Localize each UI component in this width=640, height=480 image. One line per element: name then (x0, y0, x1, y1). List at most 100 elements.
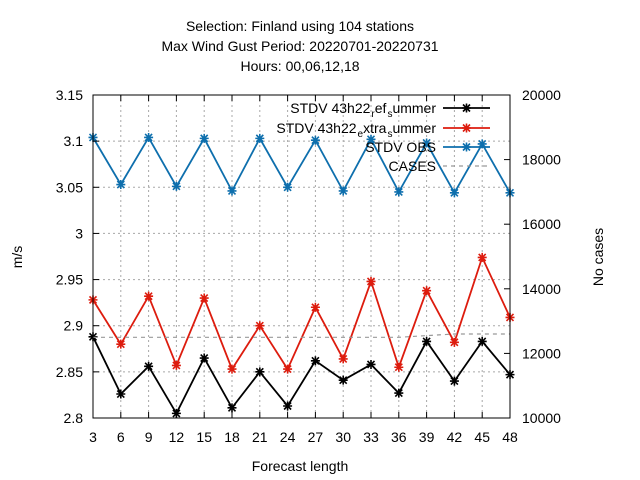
series-layer (88, 132, 515, 418)
x-tick-label: 45 (474, 429, 490, 445)
y-tick-label: 2.95 (56, 272, 83, 288)
data-point (422, 336, 432, 346)
series-3 (93, 333, 510, 338)
data-point (422, 286, 432, 296)
data-point (283, 401, 293, 411)
x-tick-label: 27 (308, 429, 324, 445)
data-point (283, 364, 293, 374)
data-point (366, 276, 376, 286)
x-axis-label: Forecast length (252, 458, 349, 474)
data-point (449, 188, 459, 198)
x-tick-label: 15 (196, 429, 212, 445)
data-point (255, 133, 265, 143)
title-line-1: Selection: Finland using 104 stations (186, 18, 414, 34)
x-tick-label: 9 (145, 429, 153, 445)
x-tick-label: 30 (335, 429, 351, 445)
y-axis-ticks: 2.8 2.85 2.9 2.95 3 3.05 3.1 3.15 (56, 87, 99, 426)
data-point (199, 133, 209, 143)
series-line (92, 336, 511, 416)
data-point (227, 364, 237, 374)
data-point (310, 356, 320, 366)
data-point (462, 142, 471, 152)
data-point (310, 302, 320, 312)
y2-tick-label: 10000 (522, 410, 561, 426)
y2-tick-label: 12000 (522, 345, 561, 361)
x-tick-label: 39 (419, 429, 435, 445)
data-point (477, 336, 487, 346)
y2-tick-label: 14000 (522, 281, 561, 297)
data-point (144, 361, 154, 371)
data-point (338, 186, 348, 196)
legend-label: STDV 43h22extrasummer (276, 120, 436, 140)
y-tick-label: 2.9 (64, 318, 84, 334)
x-tick-label: 33 (363, 429, 379, 445)
data-point (394, 388, 404, 398)
y2-tick-label: 16000 (522, 216, 561, 232)
title-line-2: Max Wind Gust Period: 20220701-20220731 (161, 38, 438, 54)
data-point (366, 359, 376, 369)
x-tick-label: 21 (252, 429, 268, 445)
x-tick-label: 3 (89, 429, 97, 445)
x-tick-label: 24 (280, 429, 296, 445)
data-point (394, 187, 404, 197)
y2-tick-label: 20000 (522, 87, 561, 103)
series-2 (88, 132, 515, 198)
data-point (338, 354, 348, 364)
chart-title: Selection: Finland using 104 stations Ma… (161, 18, 438, 74)
grid (93, 95, 510, 418)
plot-frame (92, 94, 511, 419)
y-tick-label: 3.1 (64, 133, 84, 149)
data-point (116, 180, 126, 190)
data-point (283, 182, 293, 192)
data-point (462, 103, 471, 113)
data-point (116, 339, 126, 349)
title-line-3: Hours: 00,06,12,18 (240, 58, 359, 74)
x-tick-label: 36 (391, 429, 407, 445)
x-axis-ticks: 3 6 9 12 15 18 21 24 27 30 33 36 39 42 45 48 (89, 95, 518, 445)
data-point (422, 138, 432, 148)
legend-label: STDV OBS (365, 139, 436, 155)
data-point (338, 375, 348, 385)
y-tick-label: 2.8 (64, 410, 84, 426)
data-point (449, 337, 459, 347)
data-point (394, 362, 404, 372)
data-point (477, 252, 487, 262)
data-point (255, 367, 265, 377)
x-tick-label: 18 (224, 429, 240, 445)
y2-tick-label: 18000 (522, 152, 561, 168)
x-tick-label: 48 (502, 429, 518, 445)
y-tick-label: 3.15 (56, 87, 83, 103)
series-1 (88, 252, 515, 374)
data-point (462, 123, 471, 133)
y-tick-label: 3 (75, 225, 83, 241)
x-tick-label: 6 (117, 429, 125, 445)
series-line (92, 135, 511, 195)
data-point (366, 134, 376, 144)
data-point (171, 360, 181, 370)
data-point (116, 389, 126, 399)
data-point (144, 291, 154, 301)
data-point (199, 293, 209, 303)
series-line (92, 254, 511, 372)
x-tick-label: 12 (169, 429, 185, 445)
data-point (449, 376, 459, 386)
y2-axis-label: No cases (590, 228, 606, 286)
legend-label: STDV 43h22refsummer (290, 100, 436, 120)
y2-axis-ticks: 10000 12000 14000 16000 18000 20000 (504, 87, 561, 426)
x-tick-label: 42 (447, 429, 463, 445)
series-line (93, 333, 510, 338)
data-point (171, 181, 181, 191)
y-tick-label: 3.05 (56, 179, 83, 195)
data-point (255, 321, 265, 331)
data-point (310, 135, 320, 145)
legend-label: CASES (389, 158, 436, 174)
data-point (144, 132, 154, 142)
data-point (227, 403, 237, 413)
series-0 (88, 332, 515, 418)
data-point (477, 139, 487, 149)
data-point (199, 353, 209, 363)
y-axis-label: m/s (9, 246, 25, 269)
y-tick-label: 2.85 (56, 364, 83, 380)
